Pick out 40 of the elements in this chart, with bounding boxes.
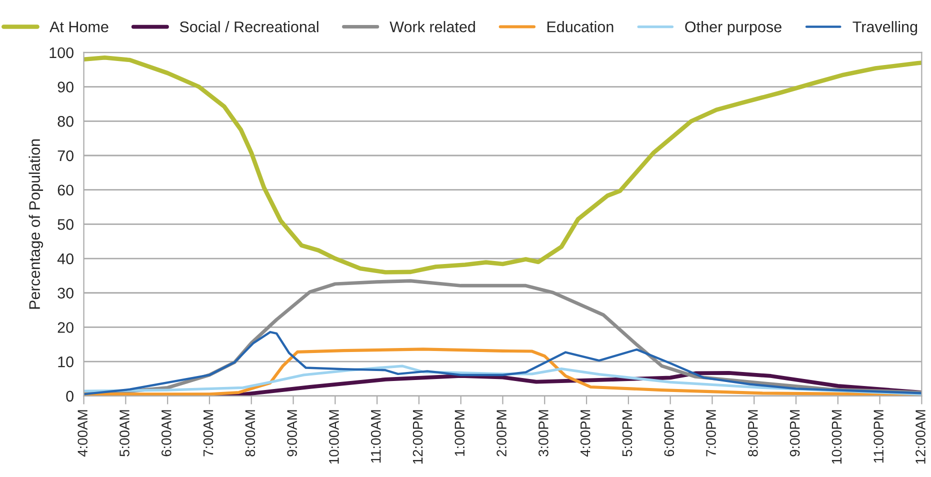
x-tick-label: 8:00AM: [245, 410, 256, 456]
x-tick-label: 3:00PM: [538, 410, 548, 456]
x-tick-label: 4:00PM: [580, 410, 590, 457]
x-tick-label: 7:00PM: [706, 410, 716, 456]
x-tick-label: 12:00AM: [916, 410, 926, 464]
y-tick-label: 80: [58, 116, 74, 127]
y-tick-label: 60: [58, 184, 74, 196]
legend-label: Travelling: [852, 21, 918, 36]
legend-label: Other purpose: [685, 21, 782, 36]
x-tick-label: 8:00PM: [748, 410, 758, 456]
y-tick-label: 50: [58, 219, 74, 230]
legend-label: Education: [547, 21, 614, 32]
x-tick-label: 10:00AM: [329, 410, 339, 464]
y-tick-label: 90: [58, 82, 74, 92]
y-tick-label: 30: [58, 288, 74, 299]
x-tick-label: 4:00AM: [78, 410, 88, 457]
y-tick-label: 70: [58, 150, 74, 162]
x-tick-label: 6:00AM: [161, 410, 172, 456]
x-tick-label: 2:00PM: [496, 410, 506, 456]
legend-label: Social / Recreational: [180, 21, 318, 32]
y-tick-label: 20: [58, 322, 74, 333]
x-tick-label: 6:00PM: [664, 410, 674, 456]
x-tick-label: 9:00AM: [287, 410, 297, 456]
x-tick-label: 7:00AM: [203, 410, 214, 456]
y-tick-label: 40: [57, 253, 74, 264]
x-tick-label: 11:00AM: [370, 410, 381, 463]
legend-label: At Home: [50, 22, 108, 32]
y-tick-label: 0: [66, 390, 74, 402]
y-tick-label: 10: [58, 356, 74, 368]
x-tick-label: 11:00PM: [874, 410, 884, 463]
line-series: [84, 55, 922, 274]
legend-label: Work related: [390, 21, 475, 32]
x-tick-label: 12:00PM: [412, 410, 423, 464]
x-tick-label: 1:00PM: [454, 410, 465, 456]
x-tick-label: 5:00PM: [622, 410, 632, 456]
x-tick-label: 5:00AM: [120, 410, 130, 456]
y-axis-title: Percentage of Population: [28, 139, 44, 309]
x-tick-label: 9:00PM: [790, 410, 800, 456]
y-tick-label: 100: [50, 47, 74, 58]
x-tick-label: 10:00PM: [832, 410, 842, 464]
